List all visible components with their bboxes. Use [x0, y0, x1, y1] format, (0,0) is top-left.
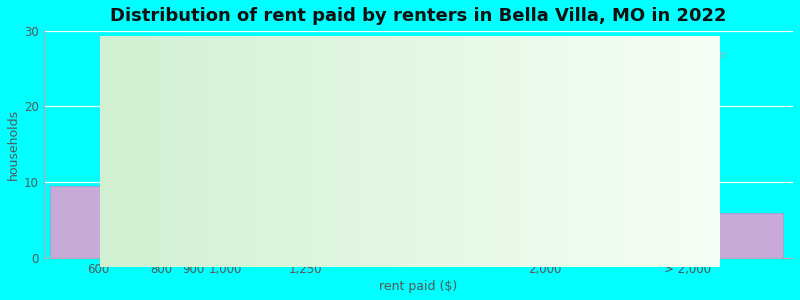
Bar: [194, 160, 226, 258]
Bar: [258, 141, 322, 258]
Title: Distribution of rent paid by renters in Bella Villa, MO in 2022: Distribution of rent paid by renters in …: [110, 7, 726, 25]
Bar: [576, 213, 783, 258]
Bar: [50, 186, 162, 258]
X-axis label: rent paid ($): rent paid ($): [379, 280, 458, 293]
Bar: [226, 69, 258, 258]
Y-axis label: households: households: [7, 109, 20, 180]
Text: City-Data.com: City-Data.com: [643, 49, 727, 62]
